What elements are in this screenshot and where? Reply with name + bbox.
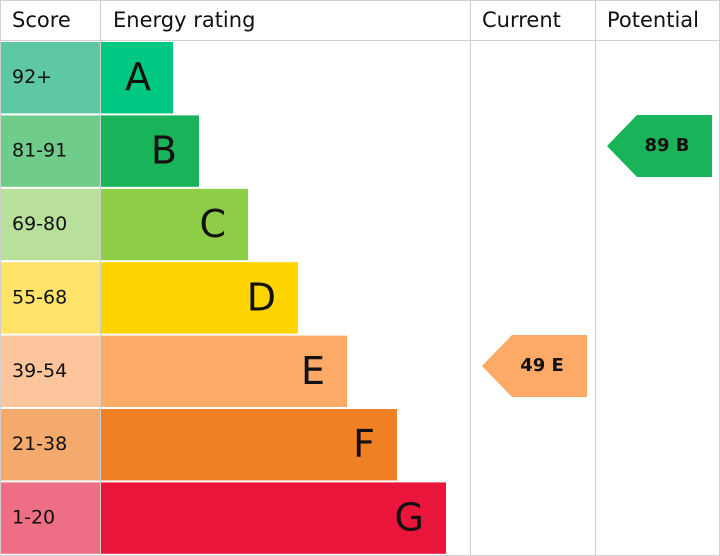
rating-letter: A [125, 55, 151, 99]
score-range: 81-91 [12, 140, 67, 162]
score-range: 92+ [12, 66, 52, 88]
score-range: 55-68 [12, 286, 67, 308]
score-cell [1, 188, 100, 261]
rating-letter: F [353, 422, 375, 466]
rating-letter: B [151, 129, 177, 173]
score-cell [1, 115, 100, 187]
rating-letter: C [199, 202, 226, 246]
rating-bar [101, 335, 347, 407]
score-cell [1, 482, 100, 554]
rating-bar [101, 409, 397, 481]
header-potential: Potential [607, 8, 699, 32]
header-current: Current [482, 8, 561, 32]
rating-letter: E [301, 349, 325, 393]
potential-label: 89 B [644, 135, 689, 156]
rating-letter: G [395, 496, 424, 540]
header-score: Score [12, 8, 71, 32]
score-range: 69-80 [12, 213, 67, 235]
score-cell [1, 42, 100, 114]
rating-bar [101, 262, 298, 334]
rating-bar [101, 188, 248, 261]
potential-arrow [607, 115, 712, 177]
score-cell [1, 409, 100, 481]
rating-rows: 92+ A 81-91 B 69-80 C 55-68 D 39-54 E 21-38 F 1-20 G [1, 42, 446, 554]
score-range: 1-20 [12, 507, 55, 529]
score-cell [1, 262, 100, 334]
score-cell [1, 335, 100, 407]
rating-bar [101, 42, 173, 114]
rating-letter: D [247, 275, 276, 319]
header-rating: Energy rating [113, 8, 255, 32]
score-range: 39-54 [12, 360, 67, 382]
rating-bar [101, 482, 446, 554]
current-label: 49 E [520, 355, 564, 376]
rating-bar [101, 115, 199, 187]
current-arrow [482, 335, 587, 397]
score-range: 21-38 [12, 433, 67, 455]
